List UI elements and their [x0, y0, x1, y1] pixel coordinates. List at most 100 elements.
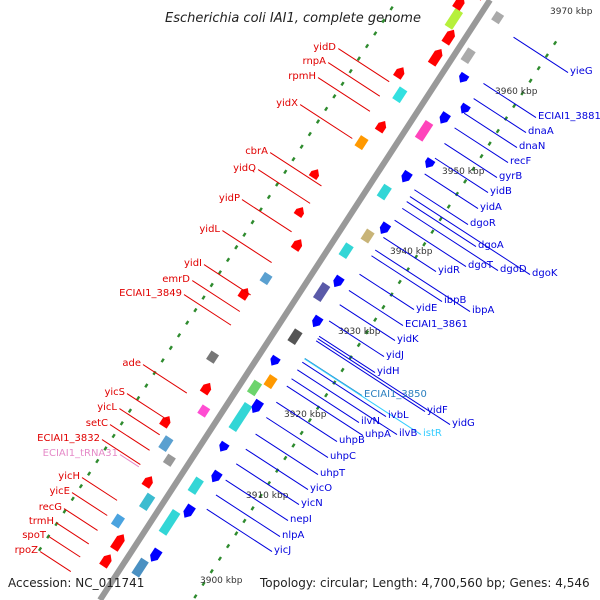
gene-label-yidE[interactable]: yidE — [416, 303, 437, 314]
gene-label-yicS[interactable]: yicS — [104, 387, 125, 398]
reverse-gene-arrow — [270, 354, 281, 366]
gene-label-ivbL[interactable]: ivbL — [388, 410, 409, 421]
gene-label-setC[interactable]: setC — [86, 418, 108, 429]
leader-line — [454, 127, 509, 164]
kbp-markers: 3970 kbp 3960 kbp 3950 kbp 3940 kbp 3930… — [200, 7, 593, 586]
gene-label-recF[interactable]: recF — [510, 156, 532, 167]
gene-label-uhpA[interactable]: uhpA — [365, 429, 391, 440]
gene-label-ilvN[interactable]: ilvN — [361, 416, 380, 427]
gene-feature-box — [131, 557, 149, 578]
gene-label-uhpB[interactable]: uhpB — [339, 435, 365, 446]
gene-label-yicO[interactable]: yicO — [310, 483, 332, 494]
gene-label-ECIAI1_3832[interactable]: ECIAI1_3832 — [37, 433, 100, 444]
gene-label-dnaA[interactable]: dnaA — [528, 126, 554, 137]
gene-label-yidX[interactable]: yidX — [276, 98, 298, 109]
gene-label-yicE[interactable]: yicE — [49, 486, 70, 497]
gene-label-yidB[interactable]: yidB — [490, 186, 512, 197]
leader-line — [48, 536, 81, 558]
leader-line — [203, 264, 251, 296]
leader-line — [299, 104, 353, 139]
gene-label-yieG[interactable]: yieG — [570, 66, 593, 77]
gene-label-yidP[interactable]: yidP — [219, 193, 240, 204]
tick-mark — [356, 342, 361, 348]
gene-label-yidI[interactable]: yidI — [184, 258, 202, 269]
gene-label-rnpA[interactable]: rnpA — [303, 56, 327, 67]
gene-feature-box — [138, 492, 156, 511]
leader-line — [142, 364, 188, 394]
tick-mark — [430, 229, 435, 235]
gene-label-ECIAI1_3849[interactable]: ECIAI1_3849 — [119, 288, 182, 299]
gene-feature-box — [460, 47, 476, 65]
gene-label-dgoD[interactable]: dgoD — [500, 264, 527, 275]
gene-label-ECIAI1_3861[interactable]: ECIAI1_3861 — [405, 319, 468, 330]
tick-mark — [389, 5, 394, 11]
gene-label-rpoZ[interactable]: rpoZ — [15, 545, 39, 556]
tick-mark — [348, 68, 353, 74]
gene-label-yidR[interactable]: yidR — [438, 265, 460, 276]
gene-label-dgoA[interactable]: dgoA — [478, 240, 504, 251]
gene-label-uhpC[interactable]: uhpC — [330, 451, 356, 462]
gene-label-yidH[interactable]: yidH — [377, 366, 400, 377]
gene-label-yicN[interactable]: yicN — [301, 498, 323, 509]
gene-feature-box — [158, 509, 181, 536]
gene-label-yidF[interactable]: yidF — [427, 405, 448, 416]
gene-label-nlpA[interactable]: nlpA — [282, 530, 304, 541]
gene-label-yidA[interactable]: yidA — [480, 202, 502, 213]
gene-label-ibpB[interactable]: ibpB — [444, 295, 466, 306]
tick-mark — [209, 282, 214, 288]
leader-line — [434, 157, 489, 194]
gene-label-yidD[interactable]: yidD — [313, 42, 336, 53]
gene-label-ibpA[interactable]: ibpA — [472, 305, 494, 316]
gene-feature-box — [206, 350, 220, 364]
gene-label-ade[interactable]: ade — [122, 358, 141, 369]
gene-label-yicH[interactable]: yicH — [58, 471, 80, 482]
forward-gene-arrow — [452, 0, 465, 11]
gene-label-ECIAI1_tRNA31[interactable]: ECIAI1_tRNA31 — [43, 448, 118, 459]
gene-label-dgoR[interactable]: dgoR — [470, 218, 496, 229]
gene-label-ECIAI1_3850[interactable]: ECIAI1_3850 — [364, 389, 427, 400]
leader-line — [483, 83, 537, 119]
reverse-gene-arrow — [379, 221, 392, 234]
gene-label-ilvB[interactable]: ilvB — [399, 428, 417, 439]
gene-label-yidK[interactable]: yidK — [397, 334, 419, 345]
leader-line — [304, 358, 422, 436]
tick-mark — [495, 128, 500, 134]
gene-label-cbrA[interactable]: cbrA — [245, 146, 268, 157]
gene-label-yidQ[interactable]: yidQ — [233, 163, 256, 174]
gene-label-spoT[interactable]: spoT — [22, 530, 47, 541]
leader-line — [119, 408, 160, 436]
gene-label-emrD[interactable]: emrD — [162, 274, 190, 285]
forward-gene-arrow — [237, 288, 249, 301]
kbp-label-3960: 3960 kbp — [495, 87, 538, 97]
gene-label-dnaN[interactable]: dnaN — [519, 141, 545, 152]
forward-gene-arrow — [99, 554, 112, 569]
gene-label-dgoK[interactable]: dgoK — [532, 268, 558, 279]
gene-label-rpmH[interactable]: rpmH — [288, 71, 316, 82]
tick-mark — [225, 257, 231, 263]
gene-label-yidJ[interactable]: yidJ — [386, 350, 404, 361]
gene-feature-box — [110, 513, 125, 529]
gene-label-ECIAI1_3881[interactable]: ECIAI1_3881 — [538, 111, 600, 122]
tick-mark — [176, 332, 182, 338]
leader-line — [328, 320, 385, 358]
gene-label-nepI[interactable]: nepI — [290, 514, 312, 525]
gene-label-yidL[interactable]: yidL — [199, 224, 220, 235]
tick-mark — [225, 543, 231, 549]
gene-label-dgoT[interactable]: dgoT — [468, 260, 494, 271]
gene-label-uhpT[interactable]: uhpT — [320, 468, 346, 479]
gene-feature-box — [228, 401, 253, 432]
tick-mark — [463, 179, 468, 184]
accession-text: Accession: NC_011741 — [8, 576, 145, 590]
leader-line — [383, 236, 437, 273]
tick-mark — [160, 358, 165, 363]
gene-label-gyrB[interactable]: gyrB — [499, 171, 522, 182]
gene-label-istR[interactable]: istR — [423, 428, 442, 439]
gene-label-yicL[interactable]: yicL — [97, 402, 117, 413]
gene-label-yicJ[interactable]: yicJ — [274, 545, 291, 556]
gene-label-recG[interactable]: recG — [39, 502, 62, 513]
gene-label-trmH[interactable]: trmH — [29, 516, 54, 527]
tick-mark — [54, 521, 59, 527]
leader-line — [119, 454, 140, 468]
tick-mark — [37, 546, 43, 552]
gene-label-yidG[interactable]: yidG — [452, 418, 475, 429]
